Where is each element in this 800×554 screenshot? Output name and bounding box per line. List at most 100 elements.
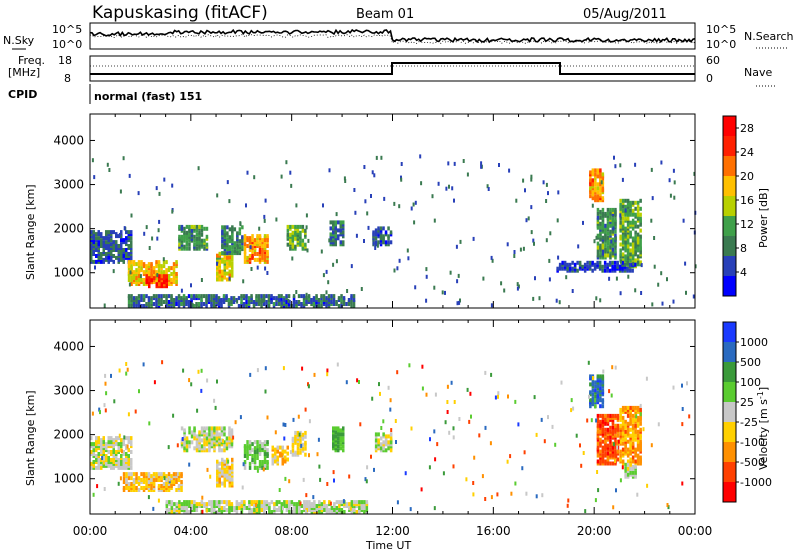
power-scatter-cell — [353, 188, 356, 192]
power-scatter-cell — [491, 258, 494, 263]
velocity-echo-cell — [340, 500, 344, 505]
x-tick-label: 16:00 — [476, 524, 511, 538]
velocity-echo-cell — [208, 500, 211, 505]
velocity-echo-cell — [304, 446, 307, 451]
power-scatter-cell — [226, 180, 229, 185]
velocity-echo-cell — [345, 502, 349, 507]
velocity-echo-cell — [200, 426, 204, 431]
velocity-scatter-cell — [521, 466, 524, 471]
velocity-echo-cell — [200, 444, 204, 449]
power-echo-cell — [247, 296, 251, 301]
power-echo-cell — [205, 294, 208, 299]
power-scatter-cell — [534, 276, 536, 281]
velocity-echo-cell — [333, 502, 336, 507]
velocity-echo-cell — [330, 510, 334, 514]
power-echo-cell — [140, 298, 143, 302]
power-echo-cell — [608, 260, 612, 265]
velocity-echo-cell — [110, 436, 113, 441]
velocity-echo-cell — [230, 438, 234, 443]
power-echo-cell — [205, 226, 209, 231]
power-echo-cell — [137, 260, 141, 265]
velocity-echo-cell — [253, 504, 256, 508]
velocity-colorbar-swatch — [723, 342, 736, 363]
power-scatter-cell — [407, 256, 410, 261]
power-echo-cell — [167, 300, 171, 304]
velocity-echo-cell — [225, 436, 229, 441]
velocity-echo-cell — [614, 439, 617, 444]
velocity-echo-cell — [325, 504, 329, 508]
power-scatter-cell — [555, 298, 558, 303]
velocity-echo-cell — [246, 440, 249, 445]
power-echo-cell — [265, 294, 268, 299]
velocity-echo-cell — [338, 500, 341, 505]
power-echo-cell — [188, 246, 191, 251]
power-echo-cell — [621, 252, 625, 257]
velocity-scatter-cell — [201, 509, 204, 514]
power-scatter-cell — [453, 161, 456, 166]
velocity-echo-cell — [599, 449, 602, 454]
velocity-scatter-cell — [472, 492, 475, 497]
power-echo-cell — [117, 244, 120, 248]
velocity-scatter-cell — [104, 408, 107, 413]
velocity-scatter-cell — [200, 388, 203, 393]
velocity-echo-cell — [591, 388, 595, 393]
power-echo-cell — [586, 260, 589, 265]
power-echo-cell — [231, 245, 234, 250]
velocity-echo-cell — [594, 394, 597, 399]
velocity-scatter-cell — [619, 478, 622, 483]
power-echo-cell — [163, 274, 166, 279]
power-echo-cell — [335, 300, 338, 304]
power-echo-cell — [100, 232, 103, 237]
velocity-echo-cell — [274, 451, 277, 456]
power-echo-cell — [92, 259, 95, 264]
power-echo-cell — [280, 294, 283, 299]
power-echo-cell — [200, 232, 204, 237]
velocity-echo-cell — [170, 474, 173, 479]
power-echo-cell — [241, 245, 244, 250]
velocity-scatter-cell — [629, 412, 632, 417]
velocity-scatter-cell — [292, 417, 295, 422]
power-colorbar-tick-label: 16 — [740, 194, 754, 207]
velocity-echo-cell — [178, 500, 181, 505]
power-echo-cell — [142, 282, 146, 286]
power-scatter-cell — [228, 276, 231, 281]
power-echo-cell — [262, 302, 266, 306]
power-echo-cell — [596, 211, 600, 216]
velocity-echo-cell — [178, 504, 181, 508]
velocity-echo-cell — [631, 431, 635, 436]
velocity-echo-cell — [107, 460, 110, 464]
x-tick-labels: 00:00 04:00 08:00 12:00 16:00 20:00 00:00 — [73, 524, 713, 538]
power-colorbar-tick-label: 28 — [740, 122, 754, 135]
velocity-echo-cell — [243, 460, 247, 464]
power-echo-cell — [135, 268, 138, 273]
power-echo-cell — [190, 294, 193, 299]
power-echo-cell — [307, 294, 311, 299]
velocity-echo-cell — [330, 506, 334, 510]
power-echo-cell — [626, 240, 630, 245]
power-echo-cell — [242, 302, 246, 306]
power-scatter-cell — [447, 161, 450, 166]
power-echo-cell — [636, 212, 640, 217]
power-echo-cell — [611, 264, 614, 269]
power-echo-cell — [272, 296, 276, 301]
velocity-echo-cell — [304, 434, 307, 439]
power-echo-cell — [299, 230, 302, 235]
power-echo-cell — [140, 294, 143, 299]
power-scatter-cell — [532, 238, 535, 243]
power-echo-cell — [563, 260, 567, 265]
velocity-echo-cell — [294, 430, 297, 435]
power-echo-cell — [127, 300, 131, 304]
power-scatter-cell — [595, 235, 598, 240]
velocity-echo-cell — [130, 472, 133, 477]
velocity-echo-cell — [210, 500, 214, 505]
power-echo-cell — [609, 207, 612, 212]
velocity-scatter-cell — [305, 493, 308, 498]
power-echo-cell — [345, 302, 348, 306]
power-scatter-cell — [624, 208, 627, 213]
velocity-scatter-cell — [616, 445, 619, 450]
power-scatter-cell — [613, 155, 615, 160]
power-echo-cell — [170, 266, 173, 271]
velocity-scatter-cell — [262, 467, 265, 472]
power-echo-cell — [200, 304, 203, 308]
velocity-echo-cell — [298, 500, 301, 505]
